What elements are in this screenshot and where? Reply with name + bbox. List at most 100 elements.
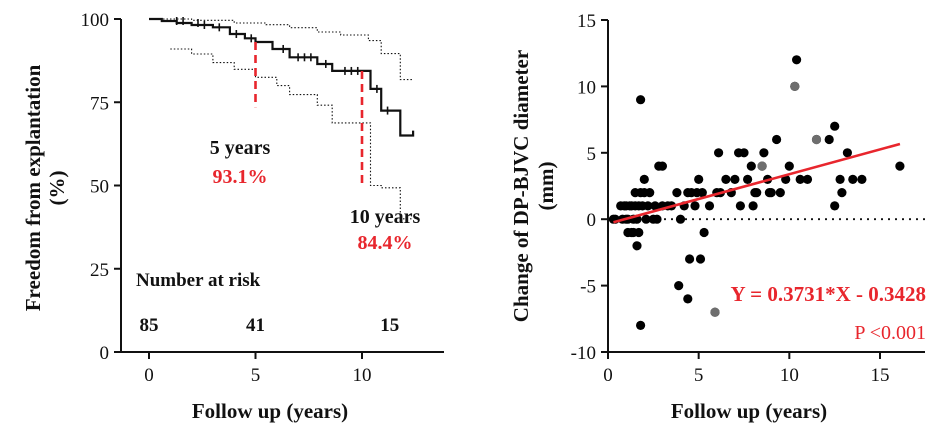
scatter-x-tick-labels: 0 5 10 15 xyxy=(603,365,889,386)
scatter-point xyxy=(721,174,731,184)
scatter-y-tick-label: 15 xyxy=(577,11,596,32)
km-x-tick-labels: 0 5 10 xyxy=(144,365,371,386)
km-risk-count: 15 xyxy=(380,315,399,336)
scatter-y-tick-label: 5 xyxy=(587,144,597,165)
scatter-point xyxy=(772,134,782,145)
scatter-point xyxy=(697,188,707,198)
scatter-y-tick-label: 0 xyxy=(587,210,597,231)
scatter-point xyxy=(784,161,794,171)
scatter-point xyxy=(650,201,660,211)
scatter-point xyxy=(766,188,776,198)
p-value: P <0.001 xyxy=(854,322,926,344)
scatter-axes xyxy=(601,19,925,359)
km-markers xyxy=(254,41,364,184)
km-lower-ci-curve xyxy=(170,48,414,220)
scatter-points xyxy=(608,55,905,330)
km-risk-count: 41 xyxy=(246,315,265,336)
scatter-point-grey xyxy=(710,307,720,317)
scatter-point xyxy=(835,174,845,184)
scatter-point xyxy=(643,201,653,211)
scatter-point xyxy=(802,174,813,184)
scatter-point xyxy=(792,55,802,65)
scatter-point xyxy=(639,174,649,184)
scatter-point xyxy=(636,95,646,105)
scatter-point xyxy=(848,174,858,184)
scatter-point xyxy=(842,148,853,158)
scatter-y-tick-label: -5 xyxy=(580,277,596,298)
scatter-point-grey xyxy=(811,134,822,145)
scatter-point xyxy=(704,201,715,211)
scatter-y-axis-title-line1: Change of DP-BJVC diameter xyxy=(509,50,533,322)
km-y-tick-label: 25 xyxy=(90,260,109,281)
scatter-point xyxy=(636,320,646,330)
km-chart: 0 25 50 75 100 0 5 10 5 years 93.1% 10 years 8… xyxy=(21,10,444,423)
km-risk-counts: 85 41 15 xyxy=(140,315,400,336)
km-y-axis-title-line1: Freedom from explantation xyxy=(21,64,45,311)
scatter-point xyxy=(735,201,746,211)
scatter-point xyxy=(632,241,642,251)
scatter-point xyxy=(752,188,762,198)
km-annotation-5y-value: 93.1% xyxy=(213,166,268,188)
scatter-point xyxy=(746,161,756,171)
scatter-point xyxy=(645,188,655,198)
scatter-point xyxy=(730,174,740,184)
km-y-tick-label: 100 xyxy=(81,10,110,31)
scatter-y-tick-label: 10 xyxy=(577,77,596,98)
scatter-point xyxy=(748,201,758,211)
km-axes xyxy=(114,18,444,359)
km-x-tick-label: 0 xyxy=(144,365,154,386)
scatter-point xyxy=(695,254,706,264)
scatter-point xyxy=(685,254,695,264)
scatter-y-tick-label: -10 xyxy=(571,343,596,364)
scatter-point xyxy=(657,161,668,171)
km-y-tick-label: 75 xyxy=(90,93,109,114)
km-x-axis-title: Follow up (years) xyxy=(192,399,348,423)
km-y-tick-label: 0 xyxy=(100,343,110,364)
scatter-x-tick-label: 5 xyxy=(694,365,704,386)
scatter-x-tick-label: 15 xyxy=(871,365,890,386)
scatter-point xyxy=(775,188,785,198)
scatter-fit xyxy=(613,142,901,224)
km-y-tick-label: 50 xyxy=(90,177,109,198)
scatter-x-tick-label: 0 xyxy=(603,365,613,386)
scatter-point xyxy=(674,281,684,291)
scatter-point xyxy=(683,294,693,304)
km-x-tick-label: 5 xyxy=(251,365,261,386)
scatter-point xyxy=(675,214,686,224)
km-y-tick-labels: 0 25 50 75 100 xyxy=(81,10,110,364)
scatter-point xyxy=(857,174,867,184)
scatter-point xyxy=(824,134,834,145)
scatter-point xyxy=(699,227,709,238)
scatter-point xyxy=(739,148,749,158)
km-x-tick-label: 10 xyxy=(353,365,372,386)
km-annotation-10y-label: 10 years xyxy=(350,206,421,228)
scatter-point-grey xyxy=(790,81,800,91)
km-y-axis-title-line2: (%) xyxy=(45,171,69,206)
scatter-point xyxy=(672,188,682,198)
scatter-y-tick-labels: -10 -5 0 5 10 15 xyxy=(571,11,596,364)
scatter-point xyxy=(690,201,700,211)
km-annotation-5y-label: 5 years xyxy=(210,137,271,159)
scatter-point xyxy=(895,161,905,171)
scatter-y-axis-title-line2: (mm) xyxy=(534,162,558,211)
km-upper-ci-curve xyxy=(149,18,414,81)
scatter-point xyxy=(634,227,644,238)
scatter-point xyxy=(652,214,662,224)
scatter-point xyxy=(641,214,651,224)
scatter-x-tick-label: 10 xyxy=(780,365,799,386)
regression-line xyxy=(613,142,901,224)
scatter-x-axis-title: Follow up (years) xyxy=(671,399,827,423)
regression-equation: Y = 0.3731*X - 0.3428 xyxy=(730,282,926,306)
scatter-point-grey xyxy=(757,161,767,171)
scatter-point xyxy=(743,174,753,184)
scatter-chart: -10 -5 0 5 10 15 0 5 10 15 Y = 0.3731*X - 0.3428… xyxy=(509,11,926,423)
km-curves xyxy=(149,17,415,220)
scatter-point xyxy=(837,188,847,198)
km-risk-count: 85 xyxy=(140,315,159,336)
scatter-point xyxy=(714,148,724,158)
scatter-point xyxy=(759,148,769,158)
km-estimate-curve xyxy=(149,17,415,137)
scatter-point xyxy=(694,174,704,184)
km-annotation-10y-value: 84.4% xyxy=(358,232,413,254)
